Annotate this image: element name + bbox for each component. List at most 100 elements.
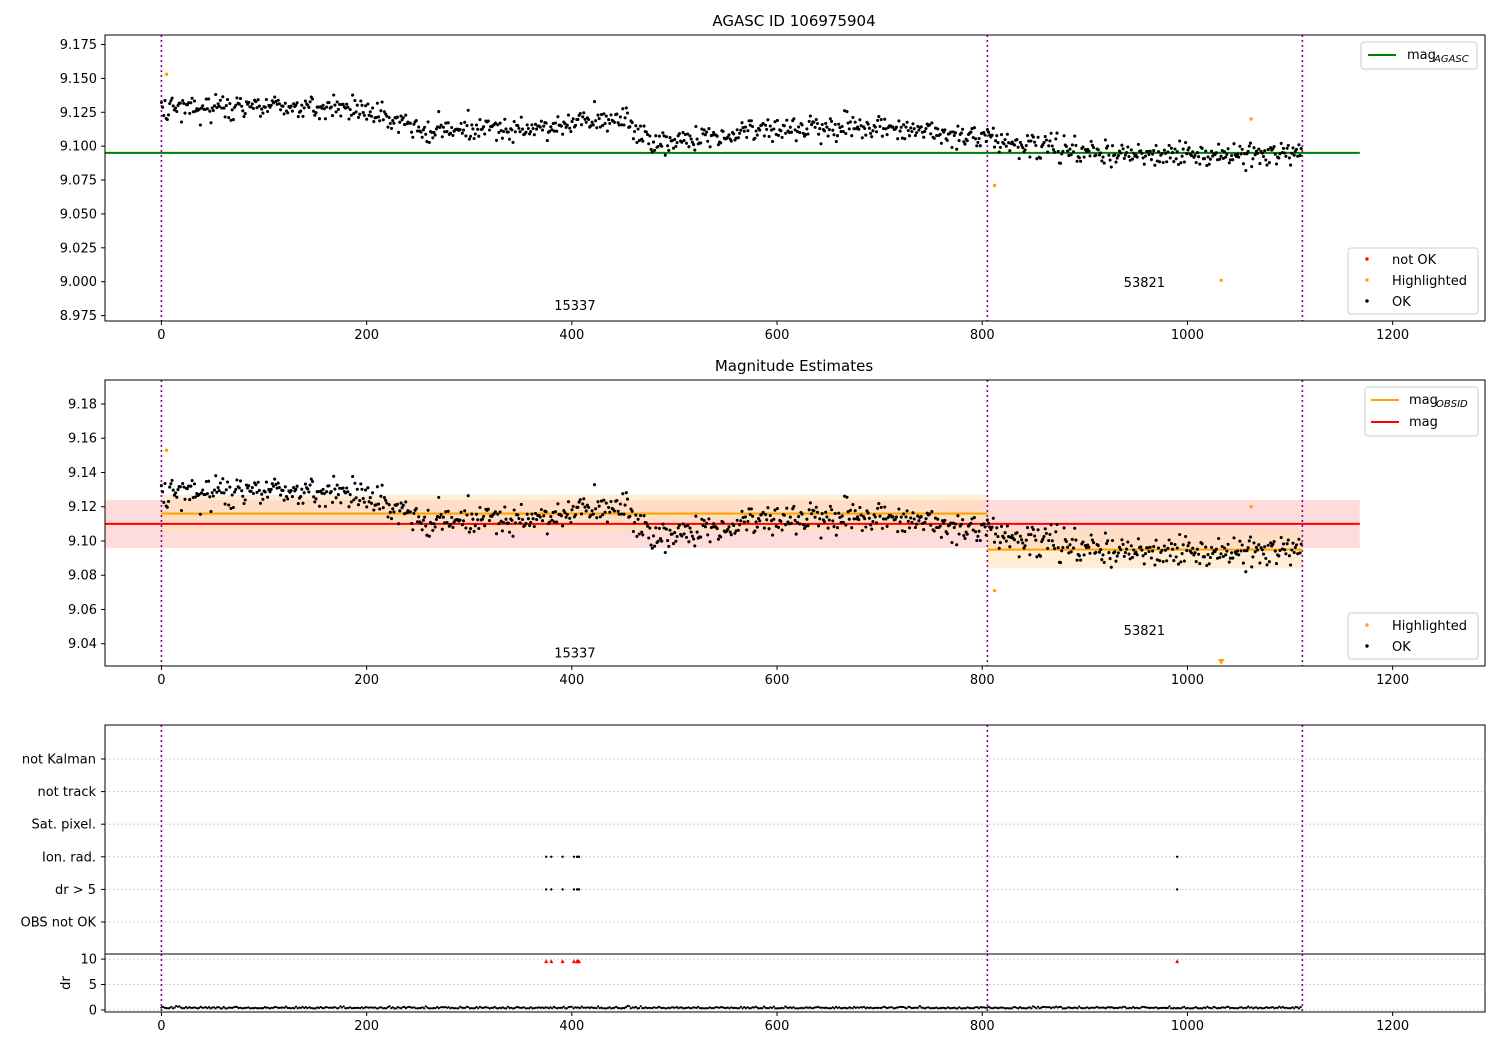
ok-point	[256, 480, 260, 484]
ok-point	[1171, 151, 1175, 155]
ok-point	[806, 524, 810, 528]
dr-point	[1158, 1007, 1161, 1010]
ok-point	[880, 134, 884, 138]
ok-point	[819, 536, 823, 540]
legend-mag-label: mag	[1409, 415, 1438, 430]
ok-point	[1289, 563, 1293, 567]
dr-point	[892, 1007, 895, 1010]
ok-point	[172, 493, 176, 497]
ok-point	[513, 521, 517, 525]
dr-point	[968, 1006, 971, 1010]
dr-point	[1204, 1006, 1207, 1010]
ok-point	[1106, 144, 1110, 148]
ok-point	[243, 112, 247, 116]
dr-point	[741, 1007, 744, 1010]
ok-point	[1173, 147, 1177, 151]
ok-point	[1179, 560, 1183, 564]
ok-point	[347, 505, 351, 509]
ok-point	[997, 150, 1001, 154]
dr-point	[913, 1006, 917, 1009]
ok-point	[341, 102, 345, 106]
ok-point	[801, 131, 805, 135]
ok-point	[764, 513, 768, 517]
dr-point	[1220, 1006, 1223, 1009]
ok-point	[431, 528, 435, 532]
ok-point	[635, 140, 639, 145]
dr-point	[273, 1006, 276, 1009]
ok-point	[192, 482, 197, 486]
ok-point	[247, 100, 251, 104]
ok-point	[975, 144, 979, 148]
dr-point	[569, 1005, 572, 1008]
ok-point	[740, 509, 744, 513]
ok-point	[1055, 131, 1059, 135]
ok-point	[511, 534, 515, 538]
ok-point	[347, 117, 351, 121]
dr-point	[452, 1007, 455, 1010]
panel2-title: Magnitude Estimates	[715, 357, 873, 375]
ok-point	[362, 500, 366, 504]
ok-point	[932, 529, 936, 533]
dr-point	[321, 1006, 324, 1010]
ok-point	[503, 505, 507, 509]
dr-point	[234, 1005, 237, 1009]
dr-point	[789, 1006, 792, 1009]
ok-point	[1166, 150, 1170, 154]
ok-point	[1105, 541, 1109, 546]
dr-point	[240, 1007, 243, 1010]
dr-point	[1212, 1005, 1215, 1009]
ok-point	[1106, 539, 1110, 543]
ok-point	[864, 525, 868, 529]
dr-point	[1125, 1007, 1128, 1010]
ok-point	[183, 497, 187, 501]
ok-point	[999, 133, 1004, 137]
ok-point	[1038, 156, 1043, 160]
dr-point	[444, 1005, 447, 1009]
ok-point	[255, 106, 259, 110]
ok-point	[1205, 563, 1209, 568]
ok-point	[1257, 543, 1261, 547]
dr-point	[418, 1007, 421, 1010]
dr-point	[196, 1007, 199, 1010]
ok-point	[224, 104, 228, 108]
ok-point	[897, 507, 901, 511]
ok-point	[1122, 156, 1126, 160]
dr-point	[180, 1006, 183, 1009]
ok-point	[797, 125, 801, 129]
ok-point	[949, 521, 953, 525]
ok-point	[598, 125, 602, 129]
dr-point	[707, 1007, 710, 1010]
ok-point	[286, 111, 290, 115]
ok-point	[284, 495, 289, 499]
ok-point	[1021, 146, 1025, 150]
ok-point	[372, 120, 376, 124]
ok-point	[201, 104, 205, 108]
ok-point	[903, 137, 907, 141]
ok-point	[618, 115, 622, 119]
dr-point	[830, 1007, 833, 1010]
panel1-xtick-label: 1000	[1171, 328, 1204, 343]
dr-point	[1096, 1005, 1099, 1008]
dr-point	[950, 1007, 953, 1010]
ok-point	[612, 509, 617, 513]
ok-point	[1227, 560, 1231, 564]
dr-point	[1120, 1006, 1123, 1009]
ok-point	[570, 119, 574, 124]
dr-point	[664, 1007, 667, 1010]
ok-point	[1278, 152, 1282, 156]
ok-point	[919, 125, 923, 129]
dr-point	[889, 1006, 892, 1009]
ok-point	[1027, 139, 1031, 143]
dr-point	[582, 1006, 585, 1009]
ok-point	[812, 120, 816, 124]
ok-point	[1237, 155, 1241, 159]
ok-point	[469, 527, 473, 531]
dr-point	[551, 1007, 554, 1010]
flag-point	[550, 855, 553, 858]
dr-point	[1027, 1006, 1030, 1009]
ok-point	[1162, 544, 1166, 548]
dr-point	[1194, 1006, 1197, 1009]
ok-point	[952, 525, 956, 530]
ok-point	[1103, 531, 1107, 535]
ok-point	[1161, 160, 1165, 165]
